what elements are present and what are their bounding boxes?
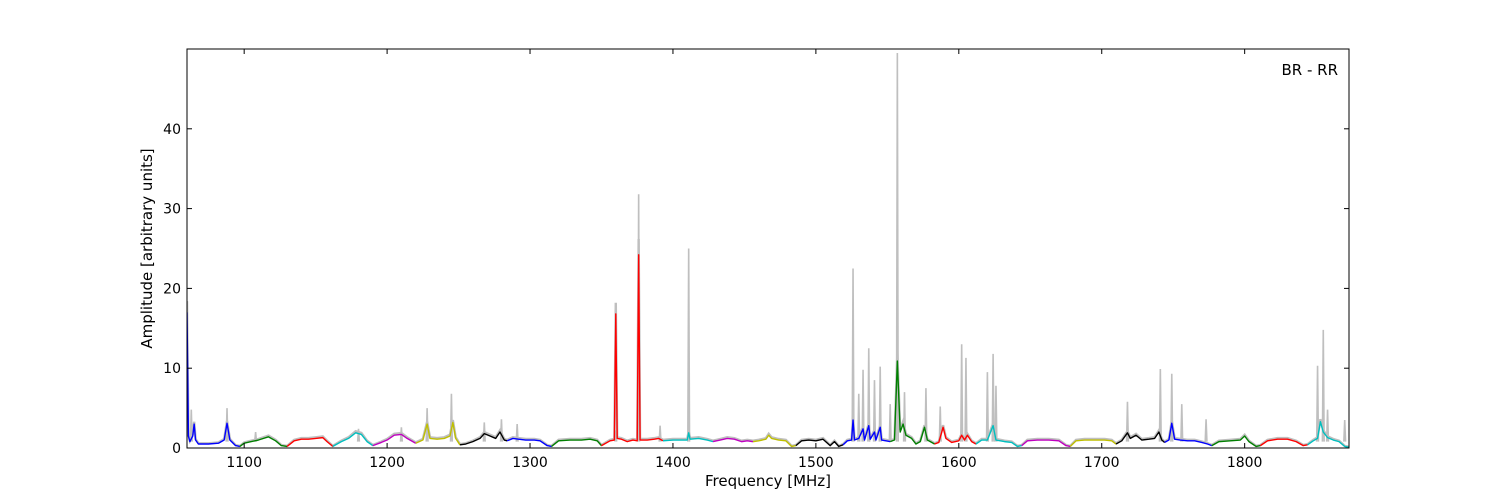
spectrum-segment-7: [459, 431, 508, 446]
spectrum-segment-1: [187, 312, 241, 448]
plot-area: [187, 52, 1349, 448]
raw-spectrum-peak: [1343, 420, 1347, 442]
raw-spectrum-peak: [924, 388, 928, 442]
spectrum-segment-15: [842, 419, 891, 446]
raw-spectrum-peak: [499, 419, 504, 442]
y-tick-label: 0: [172, 441, 181, 457]
spectrum-segment-22: [1164, 422, 1213, 447]
raw-spectrum-peak: [991, 353, 995, 442]
spectrum-segment-8: [506, 437, 552, 448]
raw-spectrum-peak: [985, 372, 990, 442]
y-axis-label: Amplitude [arbitrary units]: [138, 148, 156, 348]
raw-spectrum-peak: [515, 424, 519, 442]
spectrum-segment-9: [551, 438, 603, 447]
raw-spectrum-peak: [614, 430, 618, 442]
raw-spectrum-peak: [1204, 419, 1208, 442]
spectrum-segment-23: [1211, 435, 1261, 448]
raw-spectrum-peak: [851, 268, 855, 442]
x-axis-label: Frequency [MHz]: [705, 472, 831, 490]
raw-spectrum-peak: [399, 427, 404, 442]
spectrum-segment-24: [1259, 438, 1308, 447]
raw-spectrum-peak: [1180, 404, 1184, 442]
x-axis: 1100 1200 1300 1400 1500 1600 1700 1800: [226, 49, 1262, 471]
y-tick-label: 20: [163, 281, 181, 297]
raw-spectrum-peak: [1321, 329, 1325, 442]
x-tick-label: 1200: [369, 455, 405, 471]
raw-spectrum-peak: [1170, 373, 1174, 442]
raw-spectrum-peak: [878, 366, 882, 442]
raw-spectrum-peak: [857, 393, 861, 442]
y-axis: 0 10 20 30 40: [163, 122, 1349, 457]
y-tick-label: 40: [163, 122, 181, 138]
spectrum-segment-5: [372, 433, 417, 447]
spectrum-segment-10: [601, 254, 664, 447]
raw-spectrum-baseline: [187, 239, 1349, 448]
raw-spectrum-peak: [895, 52, 900, 442]
spectrum-segment-11: [662, 432, 714, 443]
raw-spectrum-series: [187, 52, 1349, 448]
spectrum-segment-2: [239, 436, 288, 448]
raw-spectrum-peak: [687, 248, 691, 442]
spectrum-segment-20: [1069, 439, 1117, 447]
x-tick-label: 1700: [1084, 455, 1120, 471]
raw-spectrum-peak: [356, 428, 361, 442]
spectrum-segment-25: [1307, 420, 1349, 448]
raw-spectrum-peak: [482, 422, 486, 442]
x-tick-label: 1600: [941, 455, 977, 471]
spectrum-segment-6: [415, 421, 461, 446]
spectrum-segment-14: [795, 438, 844, 448]
axes-frame: [186, 48, 1350, 449]
raw-spectrum-peak: [1158, 368, 1162, 442]
spectrum-segment-17: [934, 426, 977, 445]
x-tick-label: 1800: [1227, 455, 1263, 471]
panel-annotation: BR - RR: [1281, 61, 1338, 79]
x-tick-label: 1500: [798, 455, 834, 471]
raw-spectrum-peak: [861, 369, 865, 442]
y-tick-label: 10: [163, 361, 181, 377]
raw-spectrum-peak: [1325, 409, 1330, 442]
raw-spectrum-peak: [872, 380, 877, 442]
spectrum-segment-18: [975, 424, 1022, 448]
raw-spectrum-peak: [888, 404, 892, 442]
spectrum-segment-13: [752, 434, 796, 448]
y-tick-label: 30: [163, 202, 181, 218]
raw-spectrum-peak: [253, 431, 258, 442]
raw-spectrum-peak: [938, 406, 942, 442]
x-tick-label: 1300: [512, 455, 548, 471]
spectrum-segment-4: [332, 432, 374, 448]
x-tick-label: 1400: [655, 455, 691, 471]
raw-spectrum-peak: [867, 348, 871, 442]
spectrum-segment-16: [889, 360, 935, 445]
raw-spectrum-peak: [1315, 365, 1320, 442]
raw-spectrum-peak: [1125, 401, 1130, 442]
spectrum-segment-21: [1115, 431, 1166, 445]
x-tick-label: 1100: [226, 455, 262, 471]
raw-spectrum-peak: [658, 425, 662, 442]
raw-spectrum-peak: [994, 385, 998, 442]
spectrum-segment-3: [286, 436, 334, 447]
spectrum-segment-12: [712, 437, 754, 443]
spectrum-segment-19: [1021, 439, 1071, 448]
raw-spectrum-peak: [964, 357, 968, 442]
raw-spectrum-peak: [960, 344, 964, 442]
raw-spectrum-peak: [189, 409, 193, 442]
